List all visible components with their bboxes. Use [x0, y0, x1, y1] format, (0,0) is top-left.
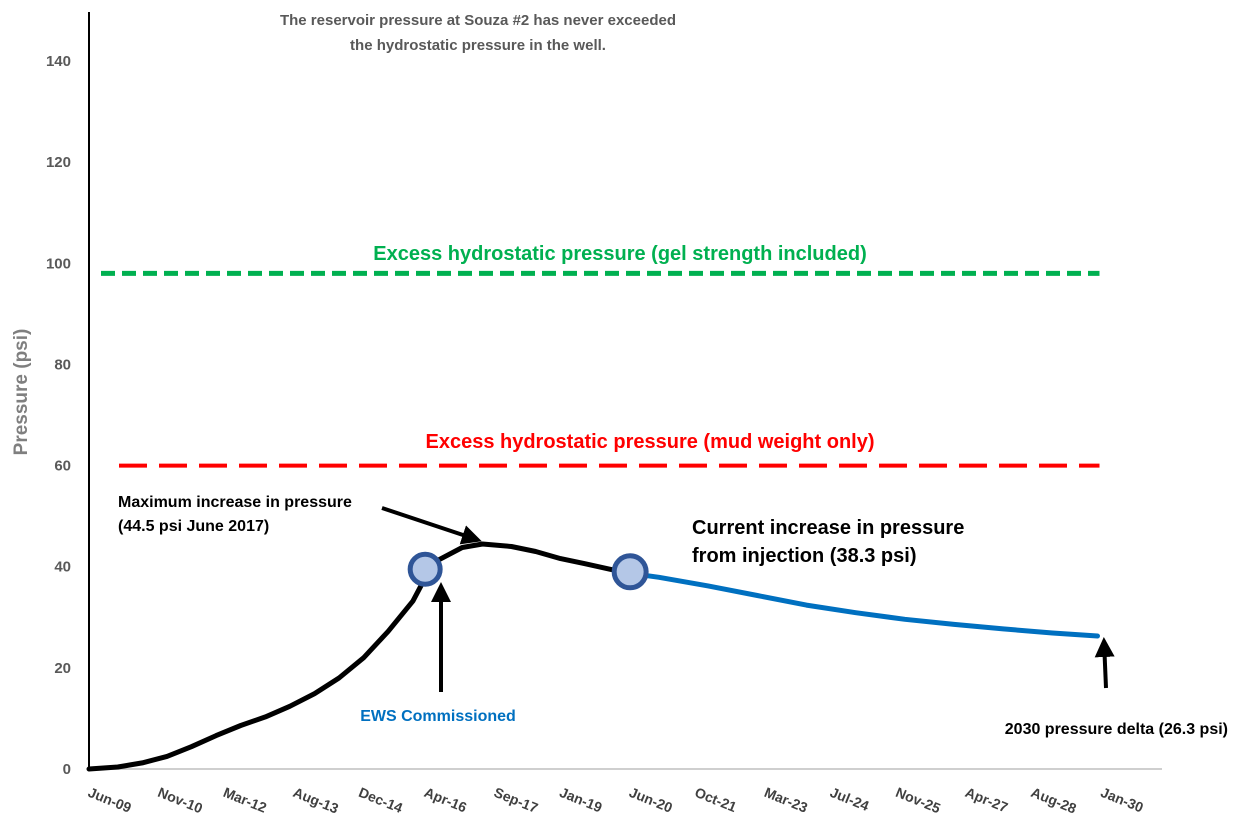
x-tick-label: Jan-30	[1099, 784, 1146, 816]
y-tick-label: 20	[54, 660, 71, 677]
chart-title-line-2: the hydrostatic pressure in the well.	[350, 37, 606, 54]
x-tick-label: Dec-14	[356, 784, 405, 816]
x-tick-label: Jun-20	[627, 784, 675, 816]
max-increase-label-line-2: (44.5 psi June 2017)	[118, 518, 269, 535]
x-tick-label: Jan-19	[557, 784, 604, 816]
current-increase-label-line-2: from injection (38.3 psi)	[692, 545, 916, 567]
delta-2030-label: 2030 pressure delta (26.3 psi)	[1005, 721, 1228, 738]
max-increase-label-line-1: Maximum increase in pressure	[118, 494, 352, 511]
x-tick-label: Aug-28	[1029, 784, 1079, 817]
x-tick-label: Aug-13	[291, 784, 341, 817]
x-tick-label: Nov-25	[894, 784, 943, 816]
y-axis-label: Pressure (psi)	[11, 329, 32, 456]
y-tick-label: 40	[54, 559, 71, 576]
x-tick-label: Nov-10	[156, 784, 205, 816]
current-pressure-marker	[611, 553, 649, 591]
max-increase-arrow	[381, 506, 482, 545]
chart-title-line-1: The reservoir pressure at Souza #2 has n…	[280, 12, 676, 29]
x-tick-label: Mar-23	[762, 784, 810, 816]
x-tick-label: Jul-24	[828, 784, 872, 814]
x-tick-label: Apr-27	[963, 784, 1010, 816]
current-increase-label-line-1: Current increase in pressure	[692, 517, 964, 539]
x-ticks: Jun-09 Nov-10 Mar-12 Aug-13 Dec-14 Apr-16 Sep-…	[86, 784, 1146, 817]
historical-pressure-line	[86, 541, 633, 772]
y-tick-label: 80	[54, 356, 71, 373]
y-tick-label: 60	[54, 458, 71, 475]
delta-2030-arrow	[1094, 637, 1115, 689]
y-tick-label: 140	[46, 53, 71, 70]
x-tick-label: Apr-16	[422, 784, 469, 816]
y-ticks: 0 20 40 60 80 100 120 140	[46, 53, 71, 778]
ews-commissioned-marker	[407, 551, 443, 587]
y-tick-label: 100	[46, 255, 71, 272]
gel-strength-reference-label: Excess hydrostatic pressure (gel strengt…	[373, 243, 866, 265]
projected-pressure-line	[627, 570, 1100, 639]
x-tick-label: Sep-17	[492, 784, 541, 816]
y-tick-label: 120	[46, 154, 71, 171]
ews-commissioned-label: EWS Commissioned	[360, 708, 516, 725]
x-tick-label: Mar-12	[221, 784, 269, 816]
x-tick-label: Jun-09	[86, 784, 134, 816]
x-tick-label: Oct-21	[693, 784, 740, 815]
y-tick-label: 0	[63, 761, 71, 778]
mud-weight-reference-label: Excess hydrostatic pressure (mud weight …	[425, 431, 874, 453]
